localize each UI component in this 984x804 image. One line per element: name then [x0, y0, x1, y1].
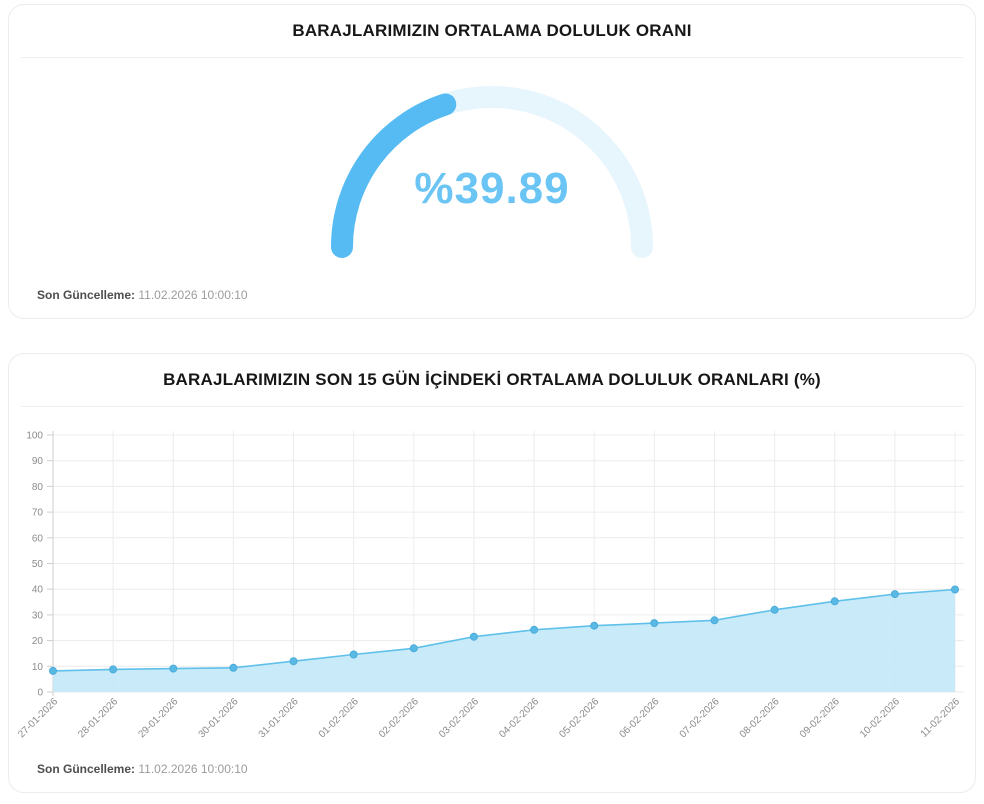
- x-tick-label: 03-02-2026: [437, 696, 481, 740]
- data-point[interactable]: [770, 605, 779, 614]
- x-tick-label: 09-02-2026: [798, 696, 842, 740]
- x-tick-label: 11-02-2026: [919, 696, 963, 740]
- x-tick-label: 05-02-2026: [557, 696, 601, 740]
- data-point[interactable]: [349, 650, 358, 659]
- data-point[interactable]: [650, 619, 659, 628]
- area-chart-svg: 0 10 20 30 40 50 60 70 80 90 100 27-01-2026 28-01-20…: [16, 431, 964, 740]
- data-point[interactable]: [590, 621, 599, 630]
- y-tick-label: 10: [32, 662, 44, 673]
- trend-card-header: BARAJLARIMIZIN SON 15 GÜN İÇİNDEKİ ORTAL…: [21, 354, 963, 407]
- area-fill: [53, 589, 955, 692]
- y-tick-label: 100: [26, 431, 43, 442]
- x-tick-label: 07-02-2026: [678, 696, 722, 740]
- x-tick-label: 04-02-2026: [497, 696, 541, 740]
- data-point[interactable]: [229, 663, 238, 672]
- data-point[interactable]: [169, 664, 178, 673]
- data-point[interactable]: [890, 590, 899, 599]
- data-point[interactable]: [830, 597, 839, 606]
- gauge-card-header: BARAJLARIMIZIN ORTALAMA DOLULUK ORANI: [21, 5, 963, 58]
- data-point[interactable]: [289, 657, 298, 666]
- y-tick-label: 60: [32, 533, 44, 544]
- x-tick-label: 27-01-2026: [16, 696, 60, 740]
- trend-line: [52, 588, 956, 672]
- area-chart: 0 10 20 30 40 50 60 70 80 90 100 27-01-2026 28-01-20…: [9, 424, 975, 759]
- x-tick-label: 10-02-2026: [858, 696, 902, 740]
- gauge-card: BARAJLARIMIZIN ORTALAMA DOLULUK ORANI %3…: [8, 4, 976, 319]
- x-tick-label: 01-02-2026: [317, 696, 361, 740]
- gauge-chart-svg: [331, 86, 653, 258]
- y-tick-label: 40: [32, 585, 44, 596]
- last-update-value: 11.02.2026 10:00:10: [138, 762, 248, 776]
- trend-card-footer: Son Güncelleme: 11.02.2026 10:00:10: [9, 762, 975, 792]
- dashboard-page: BARAJLARIMIZIN ORTALAMA DOLULUK ORANI %3…: [0, 4, 984, 804]
- data-point[interactable]: [469, 632, 478, 641]
- y-tick-label: 0: [37, 688, 43, 699]
- trend-card-title: BARAJLARIMIZIN SON 15 GÜN İÇİNDEKİ ORTAL…: [163, 370, 821, 389]
- trend-card: BARAJLARIMIZIN SON 15 GÜN İÇİNDEKİ ORTAL…: [8, 353, 976, 793]
- gauge-card-footer: Son Güncelleme: 11.02.2026 10:00:10: [9, 288, 975, 318]
- x-tick-label: 31-01-2026: [257, 696, 301, 740]
- x-tick-label: 08-02-2026: [738, 696, 782, 740]
- y-tick-label: 20: [32, 636, 44, 647]
- y-tick-label: 30: [32, 610, 44, 621]
- x-tick-label: 02-02-2026: [377, 696, 421, 740]
- x-tick-label: 06-02-2026: [617, 696, 661, 740]
- x-tick-label: 29-01-2026: [136, 696, 180, 740]
- gauge-value-arc: [331, 86, 653, 258]
- gauge-value: %39.89: [414, 164, 570, 213]
- data-point[interactable]: [109, 665, 118, 674]
- y-tick-label: 90: [32, 456, 44, 467]
- y-tick-label: 50: [32, 559, 44, 570]
- data-point[interactable]: [710, 616, 719, 625]
- gauge-card-title: BARAJLARIMIZIN ORTALAMA DOLULUK ORANI: [292, 21, 692, 40]
- y-tick-label: 70: [32, 508, 44, 519]
- data-point[interactable]: [49, 666, 57, 675]
- last-update-label: Son Güncelleme:: [37, 288, 136, 302]
- gauge-chart: %39.89: [322, 84, 662, 268]
- y-tick-label: 80: [32, 482, 44, 493]
- data-point[interactable]: [530, 625, 539, 634]
- last-update-label: Son Güncelleme:: [37, 762, 136, 776]
- data-point[interactable]: [951, 585, 959, 594]
- last-update-value: 11.02.2026 10:00:10: [138, 288, 248, 302]
- x-tick-label: 30-01-2026: [197, 696, 241, 740]
- x-tick-label: 28-01-2026: [76, 696, 120, 740]
- data-point[interactable]: [409, 644, 418, 653]
